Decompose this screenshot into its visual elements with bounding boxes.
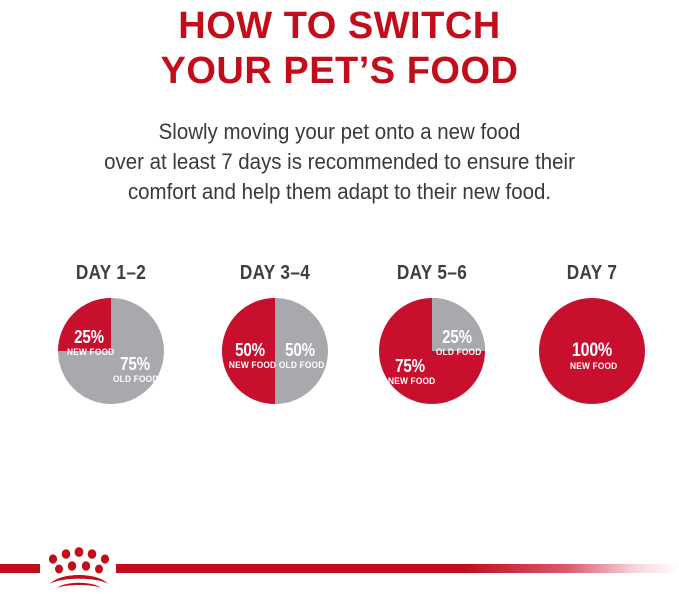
pie-chart-row: DAY 1–2 25% NEW FOOD 75% OLD FOOD DAY 3–… bbox=[0, 262, 679, 437]
footer-brand-bar bbox=[0, 538, 679, 594]
pie-graphic: 100% NEW FOOD bbox=[539, 298, 645, 404]
pie-day-label: DAY 1–2 bbox=[75, 262, 147, 284]
pie-graphic: 25% NEW FOOD 75% OLD FOOD bbox=[58, 298, 164, 404]
page-title-line-1: HOW TO SWITCH bbox=[178, 5, 501, 47]
pie-slice-new-food bbox=[539, 298, 645, 404]
pie-day-label: DAY 5–6 bbox=[396, 262, 468, 284]
pie-svg-day-1-2 bbox=[58, 298, 164, 404]
pie-svg-day-3-4 bbox=[222, 298, 328, 404]
intro-line-2: over at least 7 days is recommended to e… bbox=[104, 149, 575, 174]
pie-svg-day-5-6 bbox=[379, 298, 485, 404]
pie-graphic: 50% NEW FOOD 50% OLD FOOD bbox=[222, 298, 328, 404]
pie-day-label: DAY 3–4 bbox=[239, 262, 311, 284]
intro-line-3: comfort and help them adapt to their new… bbox=[127, 179, 552, 204]
pie-chart-day-3-4: DAY 3–4 50% NEW FOOD 50% OLD FOOD bbox=[195, 262, 355, 437]
crown-icon-svg bbox=[48, 547, 110, 588]
pie-day-label: DAY 7 bbox=[566, 262, 618, 284]
pie-svg-day-7 bbox=[539, 298, 645, 404]
pie-slice-old-food bbox=[432, 298, 485, 351]
pie-chart-day-1-2: DAY 1–2 25% NEW FOOD 75% OLD FOOD bbox=[31, 262, 191, 437]
pie-chart-day-5-6: DAY 5–6 25% OLD FOOD 75% NEW FOOD bbox=[352, 262, 512, 437]
intro-paragraph: Slowly moving your pet onto a new food o… bbox=[33, 117, 646, 207]
page-title: HOW TO SWITCH YOUR PET’S FOOD bbox=[0, 4, 679, 94]
page-title-line-2: YOUR PET’S FOOD bbox=[160, 50, 519, 92]
footer-rule-right bbox=[116, 564, 679, 573]
pie-chart-day-7: DAY 7 100% NEW FOOD bbox=[512, 262, 672, 437]
intro-line-1: Slowly moving your pet onto a new food bbox=[158, 119, 521, 144]
footer-rule-left bbox=[0, 564, 40, 573]
pie-slice-new-food bbox=[222, 298, 275, 404]
pie-slice-new-food bbox=[58, 298, 111, 351]
royal-canin-crown-icon bbox=[44, 544, 114, 588]
pie-graphic: 25% OLD FOOD 75% NEW FOOD bbox=[379, 298, 485, 404]
